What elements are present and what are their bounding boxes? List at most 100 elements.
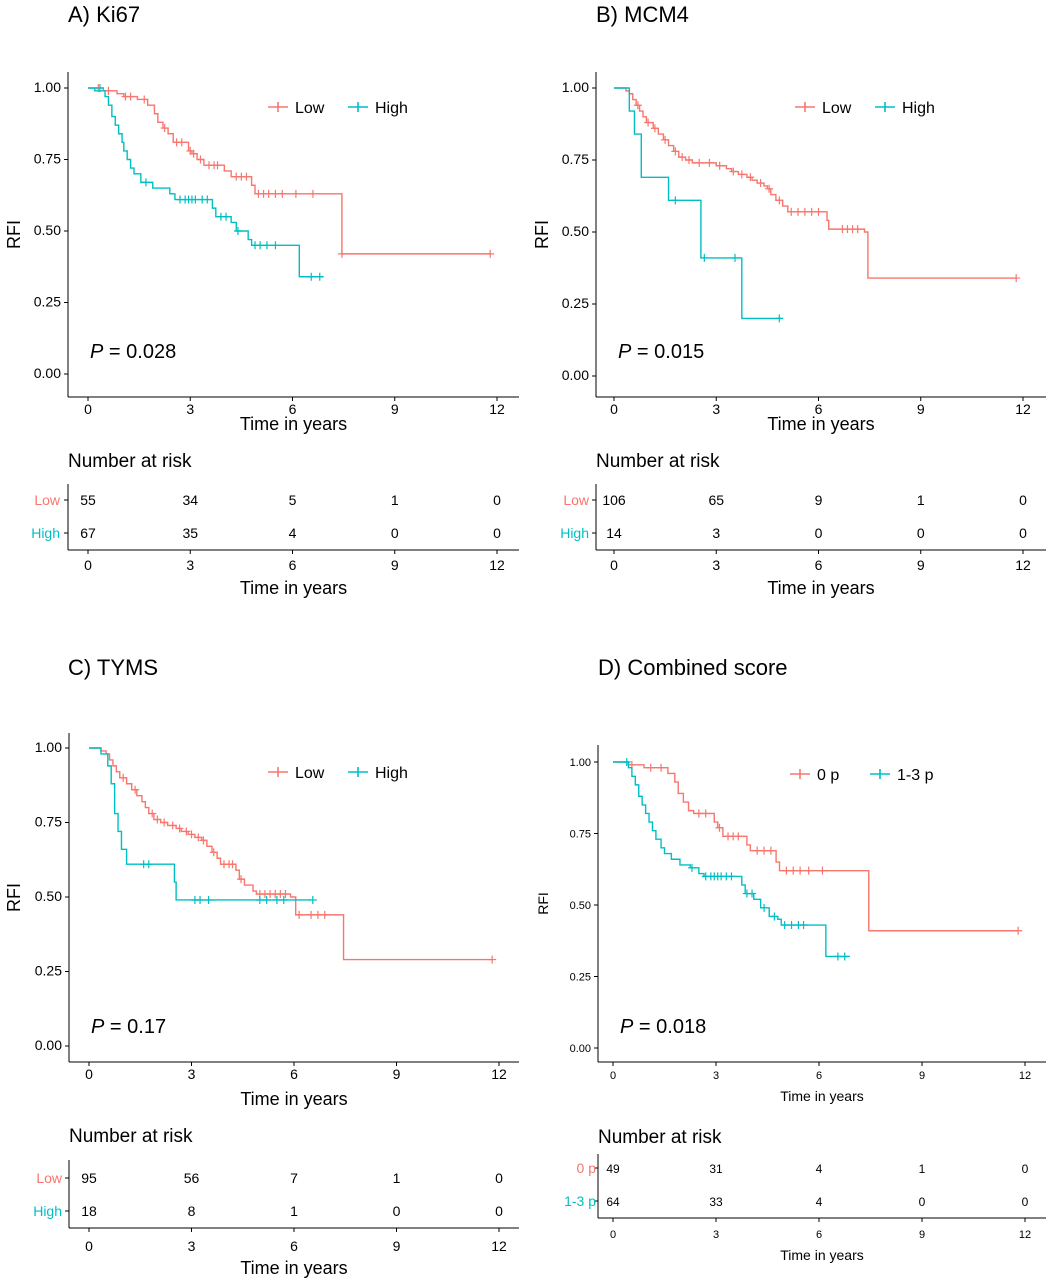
x-tick-label: 12 <box>489 401 505 417</box>
p-value-text: P = 0.015 <box>618 341 704 363</box>
censor-mark <box>775 196 784 205</box>
y-tick-label: 0.75 <box>562 151 589 167</box>
censor-mark <box>789 866 798 875</box>
risk-x-tick-label: 9 <box>919 1229 925 1241</box>
risk-x-tick-label: 9 <box>917 557 925 573</box>
risk-x-axis-label: Time in years <box>240 578 347 598</box>
legend-key-high <box>348 102 368 112</box>
censor-mark <box>271 241 280 250</box>
risk-row-label: High <box>33 1203 62 1219</box>
censor-mark <box>737 170 746 179</box>
censor-mark <box>213 161 222 170</box>
p-label: P <box>91 1016 105 1038</box>
risk-value: 9 <box>815 492 823 508</box>
censor-mark <box>800 207 809 216</box>
risk-value: 34 <box>182 492 198 508</box>
censor-mark <box>271 189 280 198</box>
risk-value: 0 <box>1019 525 1027 541</box>
censor-mark <box>760 846 769 855</box>
risk-value: 1 <box>391 492 399 508</box>
censor-mark <box>104 86 113 95</box>
y-tick-label: 0.00 <box>34 365 61 381</box>
y-tick-label: 0.25 <box>34 294 61 310</box>
censor-mark <box>753 846 762 855</box>
risk-value: 67 <box>80 525 96 541</box>
risk-value: 8 <box>188 1203 196 1219</box>
x-tick-label: 3 <box>713 1070 719 1082</box>
censor-mark <box>633 101 642 110</box>
legend-label: Low <box>295 765 325 782</box>
censor-mark <box>705 158 714 167</box>
y-tick-label: 0.25 <box>35 963 62 979</box>
censor-mark <box>140 95 149 104</box>
km-panel-1: A) Ki67 0.00 0.25 0.50 0.75 1.00 0 3 6 9 12 Time in… <box>4 2 519 598</box>
risk-value: 1 <box>919 1162 926 1176</box>
censor-mark <box>671 147 680 156</box>
censor-mark <box>255 895 264 904</box>
censor-mark <box>833 952 842 961</box>
x-tick-label: 0 <box>85 1066 93 1082</box>
y-tick-label: 0.00 <box>570 1043 591 1055</box>
censor-mark <box>729 167 738 176</box>
risk-value: 33 <box>709 1195 723 1209</box>
risk-table-title: Number at risk <box>598 1127 722 1148</box>
censor-mark <box>233 227 242 235</box>
censor-mark <box>175 824 184 833</box>
censor-mark <box>715 823 724 832</box>
censor-mark <box>177 138 186 147</box>
x-tick-label: 9 <box>919 1070 925 1082</box>
censor-mark <box>794 207 803 216</box>
censor-mark <box>203 195 212 204</box>
censor-mark <box>853 225 862 234</box>
x-tick-label: 3 <box>188 1066 196 1082</box>
y-tick-label: 0.75 <box>34 151 61 167</box>
x-tick-label: 0 <box>84 401 92 417</box>
y-tick-label: 0.75 <box>35 814 62 830</box>
censor-mark <box>291 189 300 198</box>
censor-mark <box>308 895 317 904</box>
y-tick-label: 0.50 <box>570 900 591 912</box>
censor-mark <box>687 863 696 872</box>
y-tick-label: 0.25 <box>562 295 589 311</box>
x-tick-label: 0 <box>610 401 618 417</box>
censor-mark <box>661 135 670 144</box>
censor-mark <box>700 253 709 262</box>
censor-mark <box>694 809 703 818</box>
censor-mark <box>279 895 288 904</box>
x-tick-label: 12 <box>1019 1070 1031 1082</box>
risk-table-title: Number at risk <box>596 451 720 472</box>
legend-label: Low <box>295 100 325 117</box>
censor-mark <box>799 921 808 930</box>
y-tick-label: 0.00 <box>35 1037 62 1053</box>
censor-mark <box>256 241 265 250</box>
panel-title: C) TYMS <box>68 655 158 680</box>
y-tick-label: 1.00 <box>35 739 62 755</box>
y-tick-label: 0.50 <box>35 888 62 904</box>
km-curve-high <box>614 87 782 320</box>
p-label: P <box>618 341 632 363</box>
risk-value: 0 <box>493 525 501 541</box>
x-axis-label: Time in years <box>767 414 874 434</box>
x-tick-label: 9 <box>393 1066 401 1082</box>
panel-title: D) Combined score <box>598 655 788 680</box>
legend-key-low <box>268 102 288 112</box>
censor-mark <box>746 173 755 182</box>
km-curve-low <box>614 87 1017 279</box>
risk-x-tick-label: 3 <box>188 1238 196 1254</box>
risk-x-tick-label: 12 <box>489 557 505 573</box>
x-axis-label: Time in years <box>780 1088 864 1104</box>
risk-row-label: High <box>560 525 589 541</box>
risk-value: 0 <box>393 1203 401 1219</box>
censor-mark <box>818 866 827 875</box>
risk-value: 65 <box>708 492 724 508</box>
risk-value: 14 <box>606 525 622 541</box>
censor-mark <box>657 763 666 772</box>
risk-value: 3 <box>712 525 720 541</box>
risk-value: 1 <box>393 1170 401 1186</box>
x-tick-label: 6 <box>816 1070 822 1082</box>
censor-mark <box>237 875 246 884</box>
km-panel-2: B) MCM4 0.00 0.25 0.50 0.75 1.00 0 3 6 9 12 Time in… <box>532 2 1046 598</box>
censor-mark <box>730 253 739 262</box>
y-tick-label: 1.00 <box>34 79 61 95</box>
risk-x-tick-label: 3 <box>186 557 194 573</box>
